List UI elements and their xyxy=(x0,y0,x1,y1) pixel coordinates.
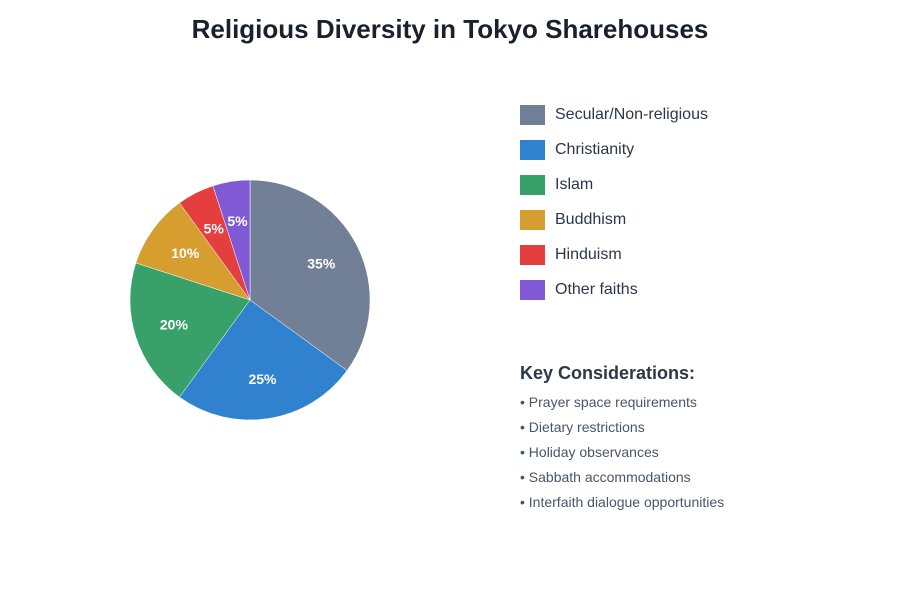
slice-percent-label: 20% xyxy=(160,317,189,333)
legend-swatch xyxy=(520,175,545,195)
consideration-item: • Sabbath accommodations xyxy=(520,469,691,485)
legend-item-buddhism: Buddhism xyxy=(520,210,708,230)
pie-slice-buddhism xyxy=(135,202,251,301)
legend-label: Hinduism xyxy=(555,246,622,263)
slice-percent-label: 35% xyxy=(307,256,336,272)
legend-item-christianity: Christianity xyxy=(520,140,708,160)
consideration-item: • Interfaith dialogue opportunities xyxy=(520,494,725,510)
legend-swatch xyxy=(520,280,545,300)
legend-label: Buddhism xyxy=(555,211,627,228)
pie-slice-secular-non-religious xyxy=(249,179,371,371)
pie-slice-other-faiths xyxy=(212,179,251,301)
legend-swatch xyxy=(520,105,545,125)
legend-label: Secular/Non-religious xyxy=(555,106,708,123)
legend-item-islam: Islam xyxy=(520,175,708,195)
legend-item-other: Other faiths xyxy=(520,280,708,300)
slice-percent-label: 25% xyxy=(248,371,277,387)
consideration-item: • Dietary restrictions xyxy=(520,419,645,435)
slice-percent-label: 10% xyxy=(171,245,200,261)
legend: Secular/Non-religious Christianity Islam… xyxy=(520,105,708,315)
legend-label: Other faiths xyxy=(555,281,638,298)
pie-slice-islam xyxy=(129,262,251,398)
consideration-item: • Holiday observances xyxy=(520,444,659,460)
pie-slice-christianity xyxy=(179,299,348,421)
consideration-item: • Prayer space requirements xyxy=(520,394,697,410)
legend-swatch xyxy=(520,245,545,265)
chart-title: Religious Diversity in Tokyo Sharehouses xyxy=(191,14,709,44)
considerations-title: Key Considerations: xyxy=(520,363,696,383)
legend-swatch xyxy=(520,210,545,230)
legend-label: Islam xyxy=(555,176,594,193)
legend-item-secular: Secular/Non-religious xyxy=(520,105,708,125)
legend-label: Christianity xyxy=(555,141,635,158)
slice-percent-label: 5% xyxy=(204,221,225,237)
legend-swatch xyxy=(520,140,545,160)
key-considerations: Key Considerations: • Prayer space requi… xyxy=(520,363,724,519)
legend-item-hinduism: Hinduism xyxy=(520,245,708,265)
slice-percent-label: 5% xyxy=(227,213,248,229)
